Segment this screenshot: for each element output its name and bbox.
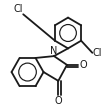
Text: N: N xyxy=(50,46,58,56)
Text: O: O xyxy=(79,60,87,70)
Text: Cl: Cl xyxy=(13,4,23,14)
Text: O: O xyxy=(55,96,62,106)
Text: Cl: Cl xyxy=(93,48,102,58)
